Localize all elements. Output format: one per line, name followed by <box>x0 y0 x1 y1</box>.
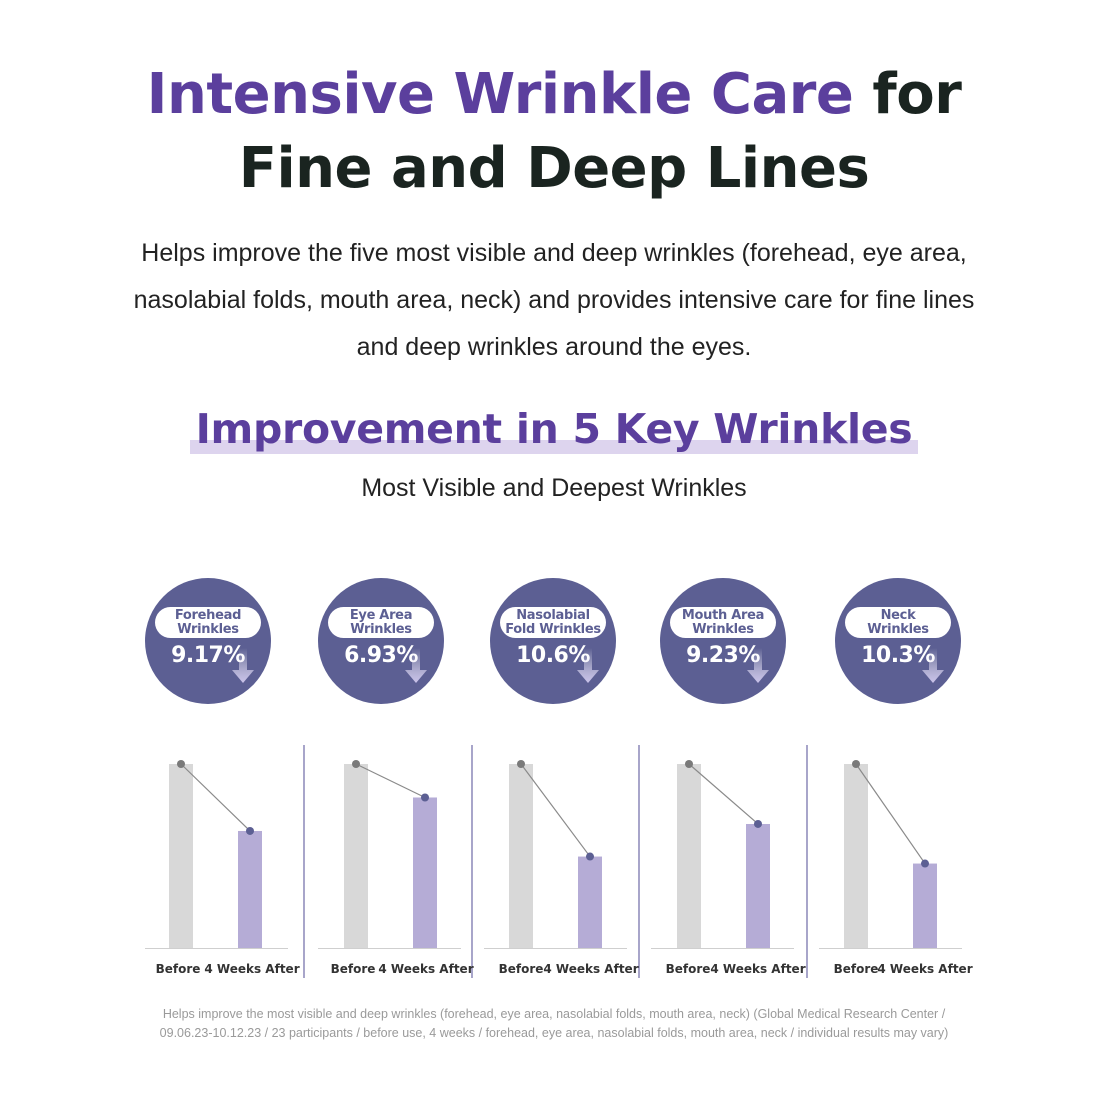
metric-value: 10.6% <box>516 643 590 668</box>
metric-value: 9.17% <box>171 643 245 668</box>
section-title-wrap: Improvement in 5 Key Wrinkles <box>0 402 1108 456</box>
point-before <box>685 760 693 768</box>
metric-label: Nasolabial Fold Wrinkles <box>500 607 606 638</box>
metric-value: 9.23% <box>686 643 760 668</box>
title-rest: for <box>872 62 962 127</box>
metric-badge: Nasolabial Fold Wrinkles 10.6% <box>490 578 616 704</box>
metric-badge: Eye Area Wrinkles 6.93% <box>318 578 444 704</box>
metric-value: 6.93% <box>344 643 418 668</box>
bar-before <box>677 764 701 948</box>
trend-line <box>855 763 926 864</box>
trend-line <box>688 763 759 825</box>
down-arrow-icon <box>747 648 769 683</box>
metric-label: Eye Area Wrinkles <box>328 607 434 638</box>
point-before <box>177 760 185 768</box>
trend-line <box>355 763 426 799</box>
metric-badge: Neck Wrinkles 10.3% <box>835 578 961 704</box>
x-tick-label: 4 Weeks After <box>204 962 299 976</box>
point-after <box>586 852 594 861</box>
bar-after <box>413 797 437 948</box>
section-title: Improvement in 5 Key Wrinkles <box>189 402 919 456</box>
bar-after <box>578 856 602 948</box>
x-tick-label: Before <box>156 962 201 976</box>
metric-label: Mouth Area Wrinkles <box>670 607 776 638</box>
x-tick-label: 4 Weeks After <box>710 962 805 976</box>
metric-badge: Mouth Area Wrinkles 9.23% <box>660 578 786 704</box>
metric-badge: Forehead Wrinkles 9.17% <box>145 578 271 704</box>
trend-line <box>180 763 251 832</box>
metric-value: 10.3% <box>861 643 935 668</box>
bar-before <box>169 764 193 948</box>
down-arrow-icon <box>922 648 944 683</box>
page-title: Intensive Wrinkle Care for Fine and Deep… <box>0 58 1108 206</box>
intro-text: Helps improve the five most visible and … <box>133 239 975 361</box>
point-after <box>921 859 929 868</box>
point-before <box>517 760 525 768</box>
metric-label: Neck Wrinkles <box>845 607 951 638</box>
bar-after <box>746 823 770 948</box>
x-tick-label: Before <box>666 962 711 976</box>
point-after <box>754 819 762 828</box>
title-line-2: Fine and Deep Lines <box>238 136 870 201</box>
footnote: Helps improve the most visible and deep … <box>159 1007 949 1040</box>
x-tick-label: Before <box>331 962 376 976</box>
x-tick-label: Before <box>499 962 544 976</box>
title-accent: Intensive Wrinkle Care <box>146 62 854 127</box>
trend-line <box>520 763 591 857</box>
down-arrow-icon <box>577 648 599 683</box>
down-arrow-icon <box>405 648 427 683</box>
x-tick-label: 4 Weeks After <box>877 962 972 976</box>
bar-charts: Before 4 Weeks After Before 4 Weeks After Be… <box>145 745 973 978</box>
x-tick-label: 4 Weeks After <box>543 962 638 976</box>
down-arrow-icon <box>232 648 254 683</box>
bar-before <box>344 764 368 948</box>
section-caption: Most Visible and Deepest Wrinkles <box>361 474 747 502</box>
bar-after <box>238 830 262 948</box>
point-after <box>421 793 429 802</box>
metric-label: Forehead Wrinkles <box>155 607 261 638</box>
bar-after <box>913 863 937 948</box>
point-after <box>246 826 254 835</box>
title-line-1: Intensive Wrinkle Care for <box>0 58 1108 132</box>
x-tick-label: Before <box>834 962 879 976</box>
bar-before <box>509 764 533 948</box>
point-before <box>352 760 360 768</box>
bar-before <box>844 764 868 948</box>
point-before <box>852 760 860 768</box>
x-tick-label: 4 Weeks After <box>378 962 473 976</box>
